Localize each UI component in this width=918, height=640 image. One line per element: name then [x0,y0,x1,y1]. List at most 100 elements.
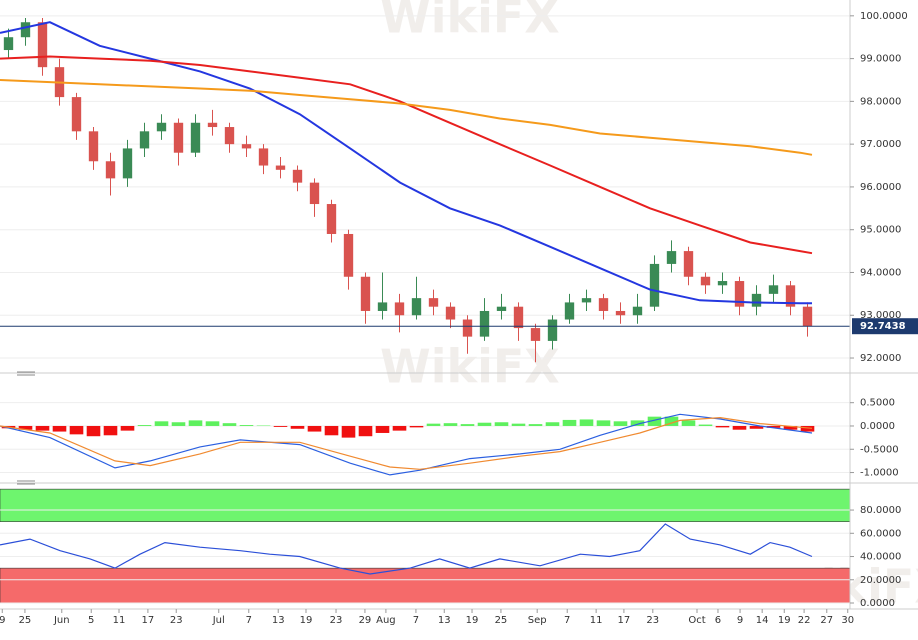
histogram-bar [613,421,628,426]
histogram-bar [562,419,577,426]
candle-body [581,298,592,303]
candle-body [292,169,303,183]
histogram-bar [137,425,152,426]
pane-handle[interactable] [17,480,35,485]
y-tick-label: -0.5000 [860,444,899,455]
histogram-bar [341,425,356,438]
zone-band [0,567,851,604]
histogram-bar [69,425,84,435]
x-tick-label: 14 [756,615,769,626]
histogram-bar [324,425,339,436]
histogram-bar [460,424,475,426]
histogram-bar [494,422,509,426]
y-tick-label: 94.0000 [860,267,901,278]
x-tick-label: 27 [820,615,833,626]
y-tick-label: 93.0000 [860,310,901,321]
histogram-bar [154,421,169,426]
candle-body [683,251,694,277]
candle-body [88,131,99,162]
histogram-bar [307,425,322,432]
histogram-bar [18,425,33,430]
candle-body [139,131,150,149]
candle-body [496,306,507,311]
candle-body [156,122,167,132]
candle-body [258,148,269,166]
candle-body [309,182,320,205]
y-tick-label: 92.0000 [860,353,901,364]
histogram-bar [664,416,679,426]
x-tick-label: 19 [778,615,791,626]
histogram-bar [783,425,798,430]
y-tick-label: 80.0000 [860,505,901,516]
y-tick-label: 97.0000 [860,139,901,150]
histogram-bar [511,423,526,426]
candle-body [37,22,48,68]
candle-body [428,298,439,307]
watermark: WikiFX [380,0,560,44]
candle-body [751,293,762,307]
candle-body [547,319,558,341]
histogram-bar [698,424,713,426]
histogram-bar [800,425,815,432]
y-tick-label: 95.0000 [860,225,901,236]
histogram-bar [392,425,407,431]
histogram-bar [596,420,611,426]
candle-body [666,251,677,264]
candle-body [649,263,660,307]
histogram-bar [630,420,645,426]
candle-body [122,148,133,179]
candle-body [615,310,626,316]
last-price-box [852,318,918,335]
zone-band [0,488,851,522]
x-tick-label: Jul [212,615,225,626]
plot-layer [0,15,851,604]
x-tick-label: Oct [688,615,705,626]
histogram-bar [103,425,118,436]
histogram-bar [528,424,543,426]
histogram-bar [409,425,424,428]
histogram-bar [681,420,696,426]
histogram-bar [120,425,135,431]
x-tick-label: Aug [376,615,396,626]
candle-body [377,302,388,311]
y-tick-label: 98.0000 [860,96,901,107]
indicator-line [0,55,813,255]
x-tick-label: 30 [841,615,854,626]
x-tick-label: 23 [646,615,659,626]
histogram-bar [732,425,747,430]
candle-body [734,281,745,307]
x-tick-label: 25 [19,615,32,626]
y-tick-label: 0.5000 [860,398,895,409]
histogram-bar [52,425,67,432]
last-price-label: 92.7438 [860,321,906,332]
candle-body [241,144,252,149]
histogram-bar [239,425,254,426]
x-tick-label: 23 [170,615,183,626]
x-tick-label: 11 [590,615,603,626]
histogram-bar [443,423,458,426]
indicator-line [0,21,812,305]
histogram-bar [647,416,662,426]
histogram-bar [222,423,237,426]
pane-handle[interactable] [17,371,35,376]
candle-body [343,233,354,277]
candle-body [20,22,31,38]
candle-body [768,285,779,294]
x-tick-label: 17 [618,615,631,626]
y-tick-label: 100.0000 [860,11,908,22]
histogram-bar [273,425,288,427]
candle-body [394,302,405,316]
candle-body [360,276,371,311]
candle-body [462,319,473,337]
candle-body [445,306,456,320]
indicator-line [0,79,813,156]
x-tick-label: 25 [495,615,508,626]
x-tick-label: 29 [359,615,372,626]
histogram-bar [477,422,492,426]
candle-body [326,204,337,234]
x-tick-label: 9 [0,615,5,626]
candle-body [717,281,728,286]
histogram-bar [375,425,390,433]
